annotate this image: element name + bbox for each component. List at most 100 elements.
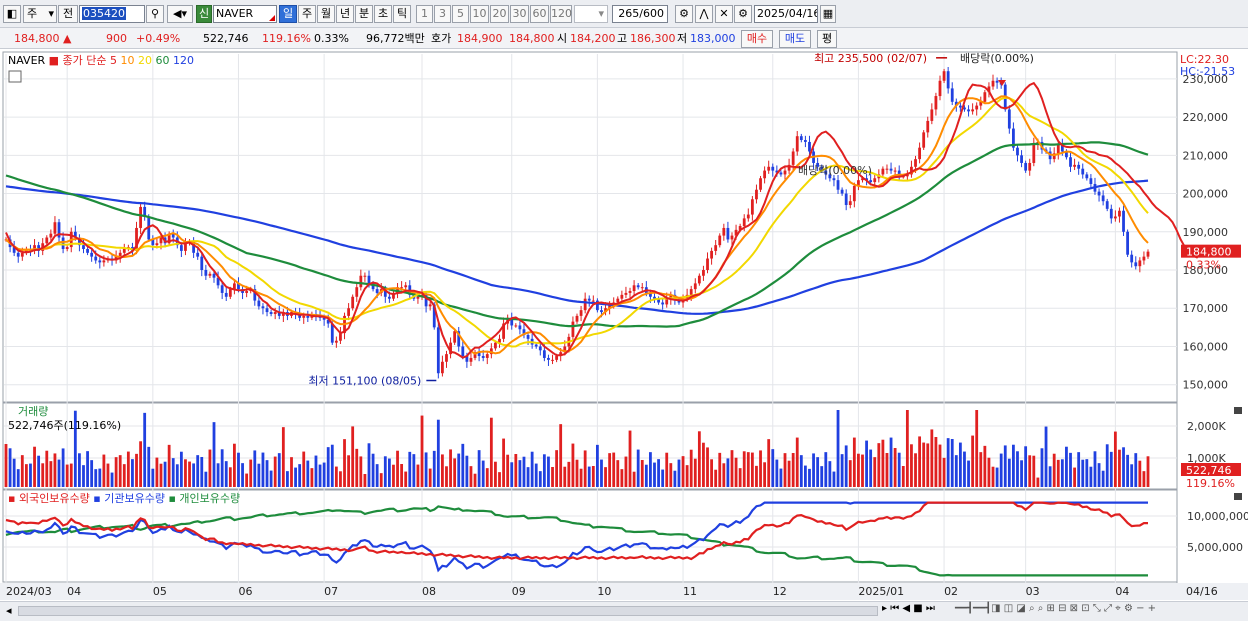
stock-name-field[interactable]: NAVER bbox=[213, 5, 277, 23]
candle-body bbox=[273, 312, 277, 314]
candle-body bbox=[45, 237, 49, 244]
chart-area[interactable]: 230,000 220,000 210,000 200,000 190,000 180,0… bbox=[0, 50, 1248, 600]
volume-bar bbox=[498, 472, 501, 487]
volume-bar bbox=[571, 443, 575, 487]
volume-badge-label: 522,746 bbox=[1186, 464, 1232, 477]
volume-bar bbox=[1028, 455, 1032, 487]
scroll-bar[interactable]: ◂ ▸ ⏮ ◀ ■ ⏭ ━━┫━━┫◨ ◫ ◪ ⌕ ⌕ ⊞ ⊟ ⊠ ⊡ ⤡ ⤢ … bbox=[0, 601, 1248, 621]
candle-body bbox=[522, 329, 526, 336]
volume-bar bbox=[375, 464, 379, 487]
stock-code-input[interactable]: 035420 bbox=[79, 5, 145, 23]
minute-option-30[interactable]: 30 bbox=[510, 5, 529, 23]
volume-bar bbox=[530, 451, 534, 487]
volume-bar bbox=[946, 438, 950, 487]
minute-option-10[interactable]: 10 bbox=[470, 5, 489, 23]
minute-option-60[interactable]: 60 bbox=[530, 5, 549, 23]
minute-option-3[interactable]: 3 bbox=[434, 5, 451, 23]
minute-option-5[interactable]: 5 bbox=[452, 5, 469, 23]
period-tab-3[interactable]: 년 bbox=[336, 5, 354, 23]
candle-body bbox=[767, 166, 771, 171]
candle-body bbox=[608, 304, 612, 309]
speaker-icon[interactable]: ◀▾ bbox=[167, 5, 193, 23]
sell-button[interactable]: 매도 bbox=[779, 30, 811, 48]
candle-body bbox=[428, 304, 432, 307]
flow-legend-item-0: ▪ 외국인보유수량 bbox=[8, 492, 90, 505]
volume-bar bbox=[179, 451, 183, 487]
volume-bar bbox=[65, 464, 69, 487]
candle-body bbox=[1138, 260, 1142, 267]
candle-body bbox=[881, 168, 885, 175]
minute-option-1[interactable]: 1 bbox=[416, 5, 433, 23]
candle-body bbox=[987, 86, 991, 93]
candle-body bbox=[571, 321, 575, 337]
price-tick-label: 220,000 bbox=[1183, 111, 1229, 124]
window-icon[interactable]: ◧ bbox=[3, 5, 21, 23]
volume-bar bbox=[763, 462, 767, 487]
volume-bar bbox=[330, 444, 334, 487]
volume-bar bbox=[135, 453, 138, 487]
period-tab-5[interactable]: 초 bbox=[374, 5, 392, 23]
candle-body bbox=[832, 178, 836, 181]
scroll-left-icon[interactable]: ◂ bbox=[6, 604, 12, 617]
volume-bar bbox=[861, 454, 864, 487]
interval-select[interactable]: ▾ bbox=[574, 5, 608, 23]
volume-bar bbox=[147, 446, 151, 487]
market-type-select[interactable]: 주 ▾ bbox=[23, 5, 57, 23]
stock-name-value: NAVER bbox=[216, 7, 254, 20]
volume-bar bbox=[1069, 452, 1072, 487]
period-tab-4[interactable]: 분 bbox=[355, 5, 373, 23]
chart-settings-icon[interactable]: ⚙ bbox=[675, 5, 693, 23]
period-tab-6[interactable]: 틱 bbox=[393, 5, 411, 23]
price-legend: NAVER ■ 종가 단순 5 10 20 60 120 bbox=[8, 54, 194, 67]
candle-body bbox=[918, 147, 921, 160]
candle-body bbox=[808, 141, 811, 152]
candle-count-input[interactable]: 265/600 bbox=[612, 5, 668, 23]
volume-bar bbox=[1101, 470, 1105, 487]
candle-body bbox=[1012, 128, 1015, 148]
legend-period-60: 60 bbox=[156, 54, 174, 67]
chevron-down-icon: ▾ bbox=[48, 7, 54, 20]
prev-code-button[interactable]: 전 bbox=[58, 5, 78, 23]
volume-bar bbox=[832, 471, 836, 487]
gear-icon[interactable]: ⚙ bbox=[734, 5, 752, 23]
scroll-track[interactable] bbox=[18, 606, 878, 616]
avg-button[interactable]: 평 bbox=[817, 30, 837, 48]
period-tab-2[interactable]: 월 bbox=[317, 5, 335, 23]
volume-bar bbox=[677, 459, 681, 487]
date-input[interactable]: 2025/04/16 bbox=[754, 5, 818, 23]
candle-body bbox=[330, 323, 334, 343]
volume-bar bbox=[510, 462, 514, 487]
candle-body bbox=[261, 306, 265, 309]
period-tab-0[interactable]: 일 bbox=[279, 5, 297, 23]
candle-body bbox=[139, 206, 142, 228]
high-label: 고 bbox=[617, 32, 628, 45]
volume-bar bbox=[298, 464, 302, 487]
candle-body bbox=[457, 331, 461, 347]
period-tab-1[interactable]: 주 bbox=[298, 5, 316, 23]
indicator-icon[interactable]: ⋀ bbox=[695, 5, 713, 23]
candle-body bbox=[640, 287, 644, 289]
zoom-tools-icon[interactable]: ━━┫━━┫◨ ◫ ◪ ⌕ ⌕ ⊞ ⊟ ⊠ ⊡ ⤡ ⤢ ⌖ ⚙ − + bbox=[955, 603, 1157, 614]
candle-body bbox=[204, 270, 208, 276]
chart-svg[interactable]: 230,000 220,000 210,000 200,000 190,000 180,0… bbox=[0, 50, 1248, 600]
candle-body bbox=[1126, 231, 1130, 255]
volume-bar bbox=[657, 459, 660, 487]
search-icon[interactable]: ⚲ bbox=[146, 5, 164, 23]
minute-option-20[interactable]: 20 bbox=[490, 5, 509, 23]
volume-bar bbox=[697, 431, 701, 487]
credit-badge[interactable]: 신 bbox=[196, 5, 212, 23]
calendar-icon[interactable]: ▦ bbox=[820, 5, 836, 23]
volume-bar bbox=[1097, 463, 1101, 487]
candle-body bbox=[1142, 256, 1146, 261]
minute-option-120[interactable]: 120 bbox=[550, 5, 572, 23]
volume-tick-label: 1,000K bbox=[1187, 452, 1226, 465]
candle-body bbox=[33, 245, 36, 251]
volume-bar bbox=[273, 456, 277, 487]
volume-bar bbox=[445, 466, 448, 487]
price-change: 900 bbox=[106, 32, 127, 45]
buy-button[interactable]: 매수 bbox=[741, 30, 773, 48]
foreign-holding-line bbox=[5, 501, 1148, 561]
volume-tick-label: 2,000K bbox=[1187, 420, 1226, 433]
crosshair-icon[interactable]: ✕ bbox=[715, 5, 733, 23]
scroll-right-icon[interactable]: ▸ ⏮ ◀ ■ ⏭ bbox=[882, 603, 935, 614]
